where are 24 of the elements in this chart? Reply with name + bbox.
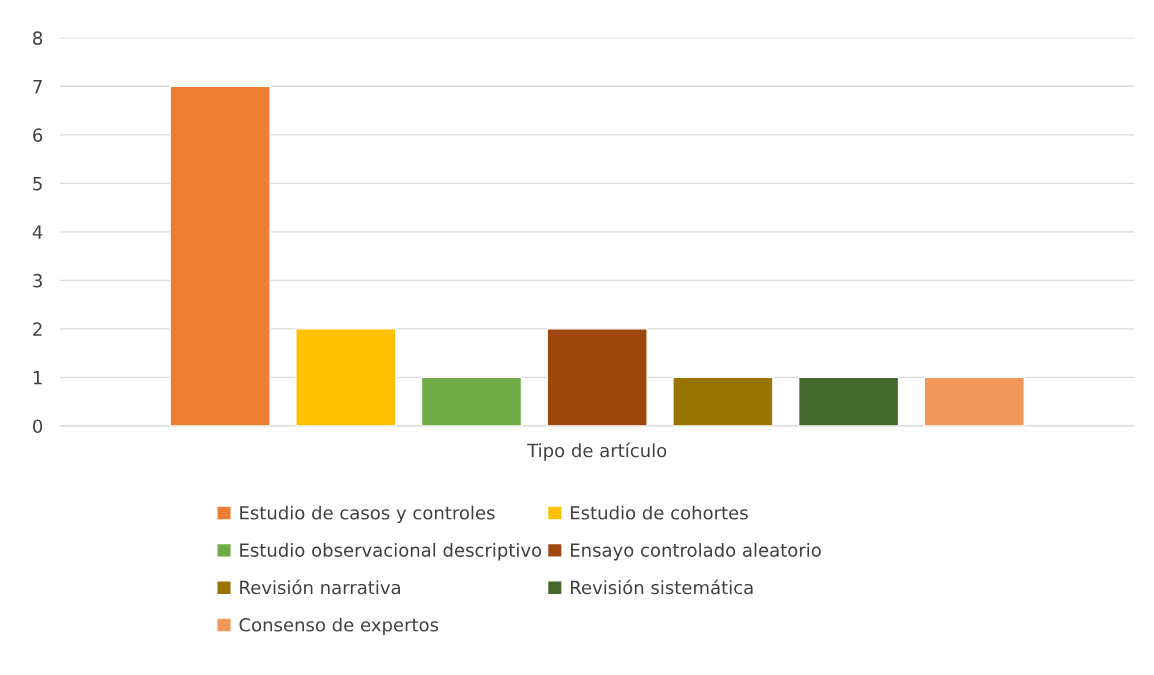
legend-label: Estudio de casos y controles bbox=[240, 505, 495, 524]
y-tick-label: 5 bbox=[33, 177, 42, 191]
bar bbox=[797, 376, 900, 426]
y-tick-label: 7 bbox=[33, 80, 42, 94]
y-tick-label: 4 bbox=[32, 225, 43, 239]
bar bbox=[546, 328, 648, 426]
y-tick-label: 3 bbox=[33, 273, 42, 288]
legend-label: Revisión sistemática bbox=[571, 579, 753, 595]
y-tick-label: 2 bbox=[33, 322, 42, 336]
legend-label: Estudio observacional descriptivo bbox=[240, 542, 542, 561]
bar bbox=[420, 376, 523, 426]
bar bbox=[923, 376, 1025, 426]
legend-label: Ensayo controlado aleatorio bbox=[571, 542, 821, 561]
bar bbox=[672, 376, 774, 426]
legend-label: Consenso de expertos bbox=[239, 617, 439, 636]
bar bbox=[295, 328, 397, 426]
y-tick-label: 1 bbox=[33, 371, 42, 385]
legend-label: Revisión narrativa bbox=[240, 579, 400, 595]
bar bbox=[169, 85, 271, 426]
y-tick-label: 0 bbox=[33, 419, 43, 434]
x-tick-label: Tipo de artículo bbox=[527, 442, 667, 461]
legend-label: Estudio de cohortes bbox=[571, 505, 748, 520]
y-tick-label: 8 bbox=[33, 31, 43, 45]
y-tick-label: 6 bbox=[33, 128, 43, 142]
